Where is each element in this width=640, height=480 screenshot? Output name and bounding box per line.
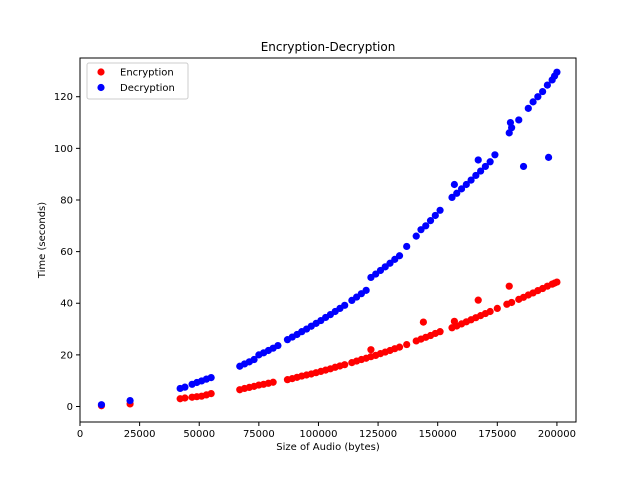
- data-point: [508, 298, 516, 307]
- data-point: [481, 162, 489, 171]
- x-tick-label: 100000: [299, 429, 337, 440]
- data-point: [436, 206, 444, 214]
- data-point: [457, 185, 466, 193]
- data-point: [467, 176, 475, 184]
- data-point: [450, 180, 458, 189]
- data-point: [524, 104, 532, 112]
- x-tick-label: 125000: [359, 429, 397, 440]
- legend-marker: [97, 83, 105, 92]
- data-point: [403, 340, 411, 349]
- chart-title: Encryption-Decryption: [261, 40, 396, 54]
- y-tick-label: 0: [67, 402, 73, 413]
- data-point: [362, 286, 370, 294]
- plot-area: [79, 57, 577, 423]
- data-point: [544, 153, 553, 161]
- data-point: [448, 193, 456, 202]
- series-encryption: [97, 278, 561, 410]
- data-point: [274, 341, 282, 350]
- x-tick-label: 75000: [243, 429, 275, 440]
- x-tick-label: 50000: [183, 429, 215, 440]
- data-point: [515, 116, 523, 124]
- data-point: [403, 242, 411, 251]
- x-axis: 0 25000 50000 75000 100000 125000 150000 175000…: [77, 422, 576, 440]
- legend-label: Encryption: [120, 68, 174, 79]
- data-point: [419, 318, 427, 326]
- data-point: [486, 158, 494, 166]
- data-points: [97, 68, 561, 410]
- data-point: [126, 396, 134, 405]
- data-point: [97, 401, 106, 409]
- data-point: [367, 346, 375, 354]
- data-point: [553, 278, 561, 286]
- data-point: [519, 162, 528, 171]
- data-point: [436, 328, 444, 336]
- y-axis: 0 20 40 60 80 100 120: [54, 92, 80, 413]
- data-point: [462, 180, 470, 189]
- data-point: [529, 98, 537, 106]
- legend-box: [86, 62, 189, 100]
- x-tick-label: 0: [77, 429, 83, 440]
- data-point: [474, 156, 482, 164]
- legend-label: Decryption: [120, 83, 175, 94]
- y-tick-label: 60: [60, 247, 73, 258]
- data-point: [341, 361, 349, 369]
- x-axis-label: Size of Audio (bytes): [276, 442, 380, 453]
- y-tick-label: 120: [54, 92, 73, 103]
- data-point: [431, 211, 439, 220]
- y-tick-label: 20: [60, 350, 73, 361]
- data-point: [534, 93, 542, 101]
- x-tick-label: 175000: [478, 429, 516, 440]
- data-point: [506, 118, 515, 127]
- data-point: [477, 167, 485, 175]
- data-point: [207, 373, 215, 382]
- data-point: [207, 390, 215, 398]
- legend-marker: [97, 68, 105, 76]
- x-tick-label: 25000: [124, 429, 156, 440]
- y-axis-label: Time (seconds): [37, 202, 48, 279]
- y-tick-label: 80: [60, 195, 73, 206]
- data-point: [472, 171, 480, 180]
- data-point: [539, 87, 547, 96]
- data-point: [395, 252, 404, 260]
- data-point: [417, 226, 425, 234]
- data-point: [422, 222, 430, 230]
- data-point: [386, 259, 394, 267]
- data-point: [341, 301, 349, 309]
- data-point: [181, 394, 189, 402]
- data-point: [269, 378, 277, 386]
- data-point: [395, 343, 404, 351]
- x-tick-label: 200000: [538, 429, 576, 440]
- data-point: [493, 304, 501, 313]
- data-point: [486, 307, 494, 316]
- y-tick-label: 100: [54, 144, 73, 155]
- legend: Encryption Decryption: [86, 62, 189, 100]
- data-point: [181, 383, 189, 391]
- data-point: [412, 232, 420, 240]
- data-point: [250, 355, 258, 364]
- data-point: [450, 317, 458, 325]
- data-point: [491, 151, 499, 159]
- y-tick-label: 40: [60, 299, 73, 310]
- data-point: [474, 296, 482, 304]
- data-point: [505, 282, 513, 290]
- data-point: [553, 68, 561, 76]
- x-tick-label: 150000: [419, 429, 457, 440]
- data-point: [426, 217, 435, 225]
- series-decryption: [97, 68, 561, 409]
- data-point: [543, 81, 551, 89]
- data-point: [453, 189, 461, 197]
